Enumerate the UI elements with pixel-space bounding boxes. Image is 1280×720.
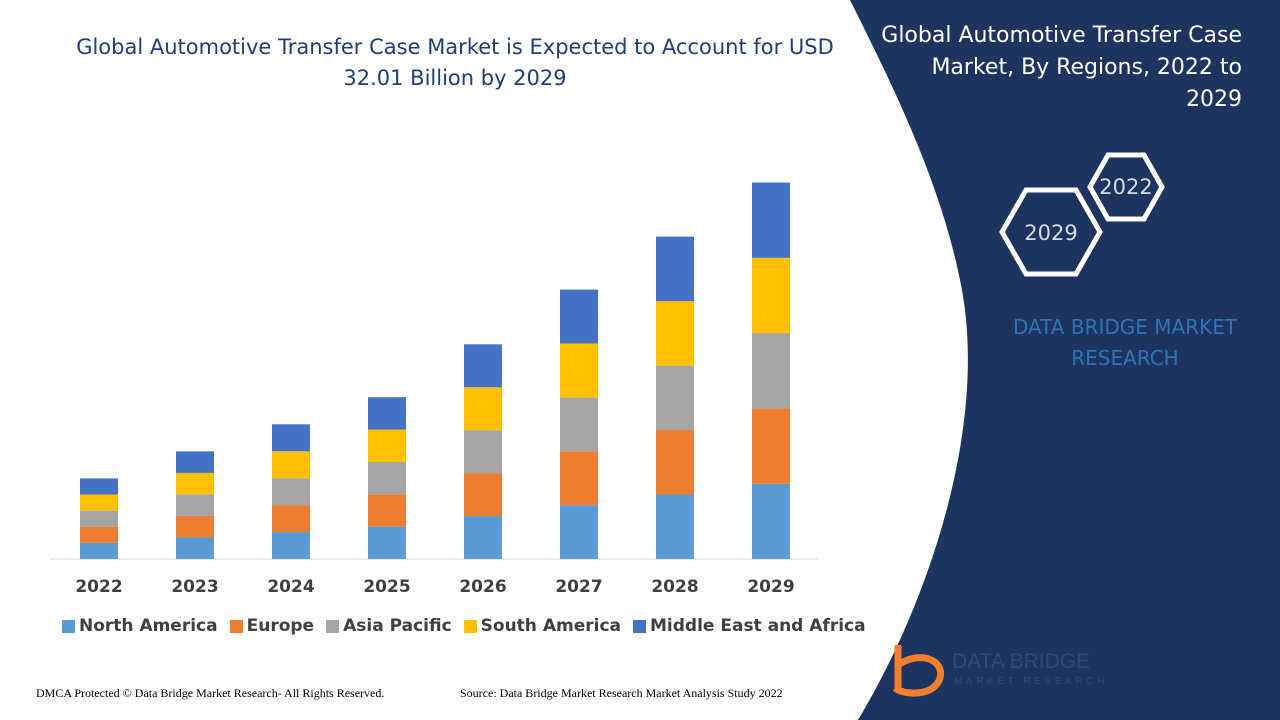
- bar-segment: [464, 387, 502, 431]
- x-tick-label: 2027: [555, 577, 602, 597]
- bar-segment: [464, 473, 502, 517]
- bar-segment: [368, 397, 406, 430]
- bar-segment: [560, 289, 598, 344]
- legend-label: South America: [480, 616, 621, 636]
- bar-segment: [560, 505, 598, 559]
- legend-swatch: [229, 619, 243, 633]
- year-badge: 2022: [1099, 175, 1152, 199]
- brand-text: DATA BRIDGE MARKET RESEARCH: [1012, 315, 1238, 370]
- bar-segment: [368, 526, 406, 559]
- logo-name: DATA BRIDGE: [952, 650, 1091, 673]
- side-panel: [850, 0, 1280, 720]
- x-tick-label: 2023: [171, 577, 218, 597]
- legend-item: Asia Pacific: [326, 616, 452, 636]
- x-tick-label: 2024: [267, 577, 314, 597]
- hexagon: [1087, 152, 1165, 222]
- bar-segment: [368, 461, 406, 495]
- bar-segment: [656, 236, 694, 302]
- x-tick-label: 2029: [747, 577, 794, 597]
- bar-segment: [464, 516, 502, 559]
- bar-segment: [464, 344, 502, 388]
- logo-tagline: MARKET RESEARCH: [954, 676, 1108, 687]
- footer-right: Source: Data Bridge Market Research Mark…: [460, 686, 783, 700]
- bar-segment: [272, 532, 310, 559]
- bar-segment: [560, 343, 598, 398]
- bar-segment: [80, 526, 118, 543]
- year-badge: 2029: [1024, 221, 1077, 245]
- legend-label: North America: [79, 616, 218, 636]
- panel-title: Global Automotive Transfer Case Market, …: [881, 23, 1242, 112]
- bar-segment: [368, 429, 406, 462]
- legend-swatch: [326, 619, 340, 633]
- bar-segment: [752, 257, 790, 334]
- legend-item: Europe: [229, 616, 315, 636]
- bar-segment: [176, 451, 214, 473]
- bar-segment: [656, 430, 694, 495]
- bar-segment: [752, 408, 790, 484]
- bar-segment: [752, 333, 790, 409]
- hexagon: [999, 187, 1103, 277]
- legend-label: Europe: [246, 616, 315, 636]
- x-tick-label: 2028: [651, 577, 698, 597]
- bar-segment: [176, 472, 214, 495]
- bar-segment: [80, 510, 118, 527]
- bar-segment: [272, 424, 310, 452]
- bar-segment: [272, 505, 310, 533]
- legend-label: Asia Pacific: [343, 616, 452, 636]
- legend-item: North America: [62, 616, 218, 636]
- legend-swatch: [633, 619, 646, 633]
- bar-segment: [752, 483, 790, 559]
- bar-segment: [80, 542, 118, 559]
- bar-segment: [656, 365, 694, 431]
- legend-label: Middle East and Africa: [650, 616, 866, 636]
- bar-segment: [176, 494, 214, 516]
- x-tick-label: 2026: [459, 577, 506, 597]
- bar-segment: [656, 494, 694, 559]
- legend-swatch: [463, 619, 477, 633]
- bar-segment: [560, 397, 598, 452]
- bar-segment: [368, 494, 406, 527]
- bar-segment: [80, 478, 118, 495]
- bar-segment: [752, 182, 790, 258]
- legend-swatch: [62, 619, 75, 633]
- bar-segment: [272, 478, 310, 506]
- bar-segment: [176, 537, 214, 559]
- legend: North America Europe Asia Pacific South Ame…: [62, 616, 866, 636]
- bar-segment: [176, 515, 214, 538]
- bar-segment: [560, 451, 598, 506]
- chart-title: Global Automotive Transfer Case Market i…: [76, 35, 834, 90]
- legend-item: Middle East and Africa: [633, 616, 866, 636]
- x-tick-label: 2025: [363, 577, 410, 597]
- x-tick-label: 2022: [75, 577, 122, 597]
- bar-segment: [656, 301, 694, 366]
- bar-segment: [80, 494, 118, 511]
- logo-mark: [892, 645, 945, 697]
- footer-left: DMCA Protected © Data Bridge Market Rese…: [36, 686, 385, 700]
- bar-segment: [272, 451, 310, 479]
- legend-item: South America: [463, 616, 621, 636]
- bar-segment: [464, 430, 502, 474]
